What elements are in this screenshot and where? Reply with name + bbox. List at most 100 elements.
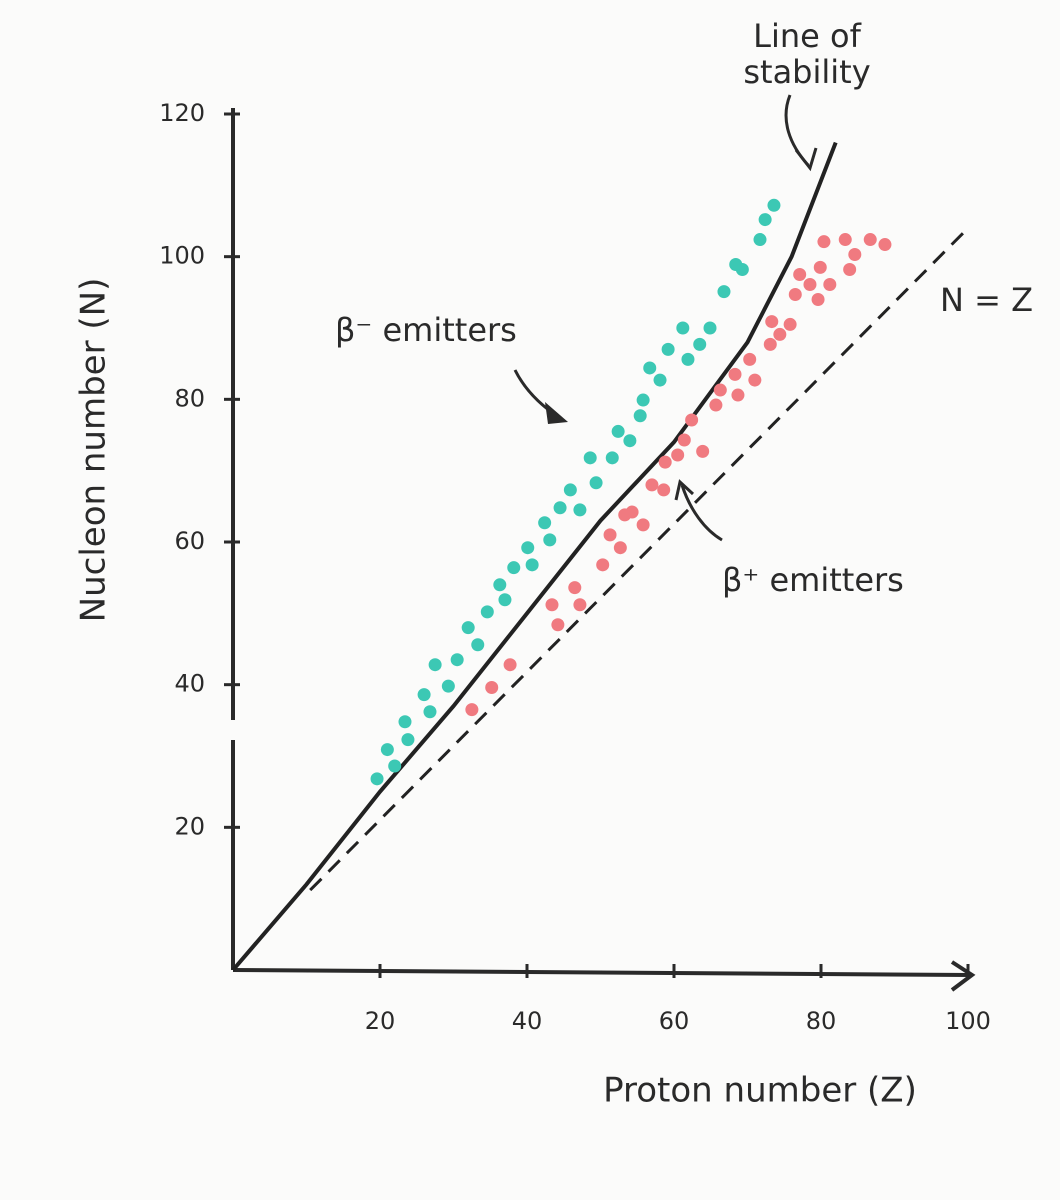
point xyxy=(498,593,512,607)
point xyxy=(625,505,639,519)
y-tick-label: 20 xyxy=(174,812,205,840)
point xyxy=(735,263,749,277)
point xyxy=(596,558,610,572)
annotation: β⁺ emitters xyxy=(722,561,904,599)
point xyxy=(823,277,837,291)
point xyxy=(417,688,431,702)
point xyxy=(838,233,852,247)
point xyxy=(423,705,437,719)
point xyxy=(525,558,539,572)
point xyxy=(677,433,691,447)
point xyxy=(636,518,650,532)
annotation-arrow xyxy=(545,402,568,424)
point xyxy=(401,733,415,747)
point xyxy=(380,743,394,757)
point xyxy=(767,198,781,212)
point xyxy=(623,434,637,448)
point xyxy=(753,233,767,247)
point xyxy=(728,367,742,381)
y-tick-label: 120 xyxy=(159,99,205,127)
point xyxy=(803,277,817,291)
point xyxy=(773,327,787,341)
y-tick-label: 80 xyxy=(174,384,205,412)
point xyxy=(480,605,494,619)
point xyxy=(731,388,745,402)
point xyxy=(676,321,690,335)
point xyxy=(793,268,807,281)
point xyxy=(441,679,455,693)
point xyxy=(471,638,485,652)
point xyxy=(633,409,647,423)
point xyxy=(709,398,723,412)
point xyxy=(398,715,412,729)
point xyxy=(693,337,707,351)
x-tick-label: 100 xyxy=(945,1007,991,1035)
annotation-arrow xyxy=(680,484,723,542)
annotation-arrow xyxy=(784,94,810,167)
point xyxy=(645,478,659,492)
point xyxy=(605,451,619,465)
point xyxy=(465,703,479,717)
point xyxy=(538,516,552,530)
point xyxy=(428,658,442,672)
point xyxy=(589,476,603,490)
x-tick-label: 20 xyxy=(365,1007,396,1035)
point xyxy=(653,373,667,387)
point xyxy=(748,373,762,387)
annotation: N = Z xyxy=(940,281,1034,319)
point xyxy=(763,337,777,351)
point xyxy=(485,681,499,695)
point xyxy=(507,561,521,575)
point xyxy=(817,235,831,249)
point xyxy=(685,413,699,427)
y-tick-label: 100 xyxy=(159,242,205,270)
y-tick-label: 40 xyxy=(174,670,205,698)
point xyxy=(717,285,731,299)
point xyxy=(388,759,402,773)
point xyxy=(657,483,671,497)
point xyxy=(636,393,650,407)
point xyxy=(696,444,710,458)
point xyxy=(848,248,862,262)
point xyxy=(521,541,535,555)
x-axis xyxy=(232,968,971,977)
x-tick-label: 60 xyxy=(659,1007,690,1035)
point xyxy=(503,658,517,672)
point xyxy=(551,618,565,632)
point xyxy=(658,455,672,469)
point xyxy=(583,451,597,465)
point xyxy=(573,598,587,612)
annotation: Line of stability xyxy=(743,17,871,91)
point xyxy=(788,287,802,301)
point xyxy=(543,533,557,547)
point xyxy=(603,528,617,542)
point xyxy=(758,213,772,227)
point xyxy=(493,578,507,592)
point xyxy=(563,483,577,497)
x-tick-label: 80 xyxy=(806,1007,837,1035)
point xyxy=(611,424,625,438)
point xyxy=(568,581,582,595)
point xyxy=(765,315,779,329)
point xyxy=(643,361,657,375)
point xyxy=(681,352,695,366)
point xyxy=(783,317,797,331)
annotation-arrow xyxy=(794,147,818,172)
point xyxy=(813,260,827,274)
annotation: β⁻ emitters xyxy=(335,311,517,349)
point xyxy=(370,772,384,786)
point xyxy=(671,448,685,462)
point xyxy=(863,233,877,247)
point xyxy=(703,321,717,335)
x-axis-arrow xyxy=(950,960,976,992)
annotation-arrow xyxy=(674,479,695,501)
point xyxy=(743,352,757,366)
point xyxy=(450,653,464,667)
stability-line xyxy=(231,141,838,972)
point xyxy=(461,621,475,635)
point xyxy=(545,598,559,612)
point xyxy=(811,292,825,306)
y-axis-title: Nucleon number (N) xyxy=(74,278,114,623)
point xyxy=(878,238,892,252)
x-tick-label: 40 xyxy=(512,1007,543,1035)
